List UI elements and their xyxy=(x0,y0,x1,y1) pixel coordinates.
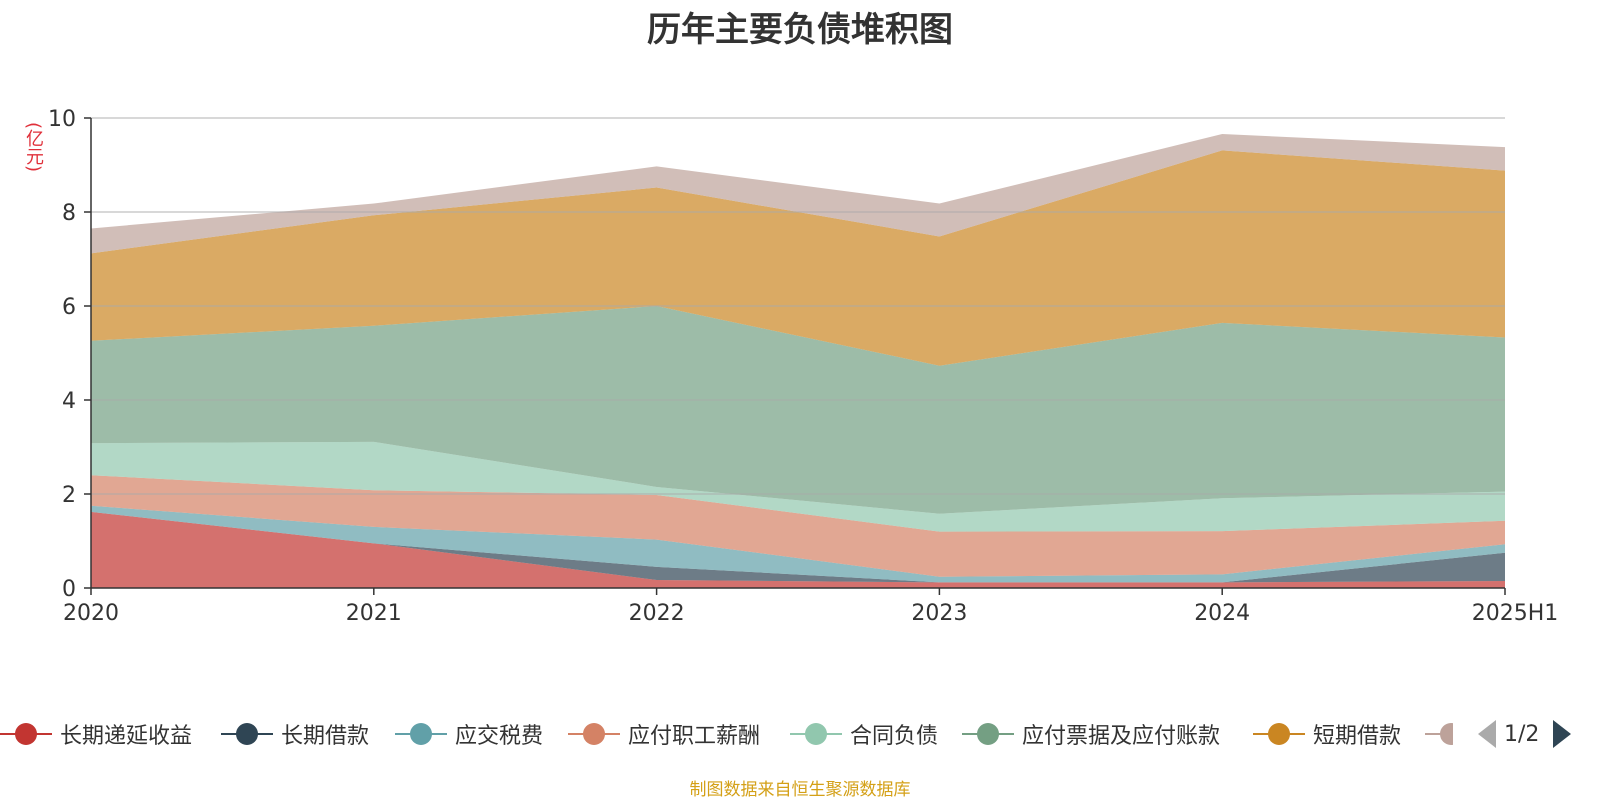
legend-marker-icon xyxy=(962,714,1014,754)
legend-marker-icon xyxy=(221,714,273,754)
legend-item[interactable]: 短期借款 xyxy=(1253,714,1401,754)
legend-item[interactable]: 合同负债 xyxy=(790,714,938,754)
legend-item-partial[interactable] xyxy=(1425,714,1453,754)
area-series-4 xyxy=(91,441,1505,532)
legend-item[interactable]: 长期递延收益 xyxy=(0,714,192,754)
area-series-1 xyxy=(91,511,1505,583)
pager-prev-icon[interactable] xyxy=(1478,720,1496,748)
area-series-0 xyxy=(91,511,1505,588)
area-series-3 xyxy=(91,475,1505,577)
legend-item[interactable]: 应付票据及应付账款 xyxy=(962,714,1220,754)
legend-marker-icon xyxy=(568,714,620,754)
chart-area: 0 2 4 6 8 10 2020 2021 2022 2023 2024 2025H1 xyxy=(48,107,1559,626)
y-tick-label: 0 xyxy=(62,577,76,602)
legend-marker-icon xyxy=(1425,714,1453,754)
legend-label: 长期借款 xyxy=(281,724,370,749)
legend-label: 应付票据及应付账款 xyxy=(1022,724,1221,749)
area-series-2 xyxy=(91,505,1505,583)
area-series-5 xyxy=(91,306,1505,514)
x-tick-label: 2020 xyxy=(63,601,119,626)
legend-label: 应交税费 xyxy=(455,724,544,749)
legend-item[interactable]: 长期借款 xyxy=(221,714,369,754)
source-note: 制图数据来自恒生聚源数据库 xyxy=(689,780,911,800)
y-tick-label: 6 xyxy=(62,295,76,320)
chart-title: 历年主要负债堆积图 xyxy=(647,10,953,50)
pager-text: 1/2 xyxy=(1504,721,1540,747)
x-tick-label: 2024 xyxy=(1194,601,1250,626)
y-tick-label: 10 xyxy=(48,107,76,132)
legend-label: 应付职工薪酬 xyxy=(628,724,761,749)
legend-marker-icon xyxy=(790,714,842,754)
legend-label: 合同负债 xyxy=(850,724,939,749)
x-tick-label: 2021 xyxy=(346,601,402,626)
legend-label: 短期借款 xyxy=(1313,724,1402,749)
y-tick-label: 8 xyxy=(62,201,76,226)
area-series-6 xyxy=(91,150,1505,366)
legend: 长期递延收益 长期借款 应交税费 应付职工薪酬 合同负债 应付票据及应付账款 短期借款 1/2 xyxy=(0,714,1600,754)
x-tick-label: 2025H1 xyxy=(1472,601,1559,626)
legend-label: 长期递延收益 xyxy=(60,724,193,749)
legend-marker-icon xyxy=(1253,714,1305,754)
legend-item[interactable]: 应付职工薪酬 xyxy=(568,714,760,754)
y-tick-label: 4 xyxy=(62,389,76,414)
legend-marker-icon xyxy=(395,714,447,754)
x-tick-label: 2023 xyxy=(911,601,967,626)
pager-next-icon[interactable] xyxy=(1553,720,1572,748)
legend-pager: 1/2 xyxy=(1478,714,1572,754)
y-tick-label: 2 xyxy=(62,483,76,508)
legend-item[interactable]: 应交税费 xyxy=(395,714,543,754)
area-series-7 xyxy=(91,133,1505,254)
legend-marker-icon xyxy=(0,714,52,754)
x-tick-label: 2022 xyxy=(629,601,685,626)
y-axis-unit: (亿元) xyxy=(23,122,44,173)
